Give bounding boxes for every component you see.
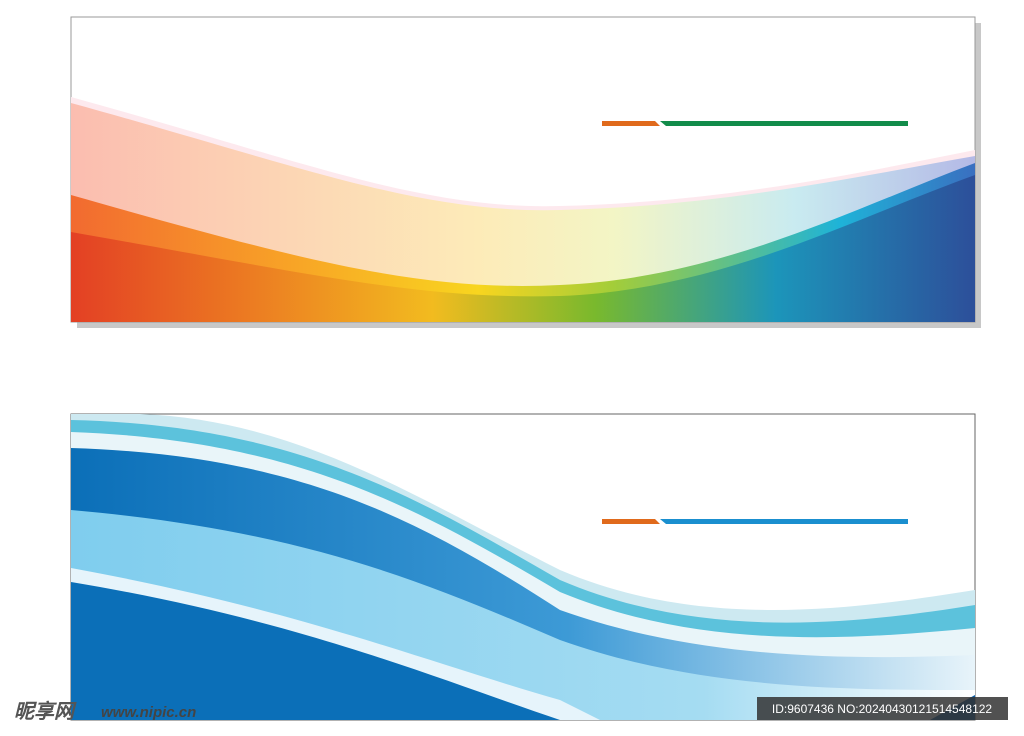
accent-line <box>660 121 908 126</box>
accent-line <box>602 121 660 126</box>
watermark-site: www.nipic.cn <box>101 704 196 721</box>
id-box <box>757 697 1008 720</box>
wave-group <box>71 97 975 322</box>
watermark-logo: 昵享网 <box>14 700 77 723</box>
wave <box>71 175 975 322</box>
accent-line <box>660 519 908 524</box>
wave <box>71 582 560 720</box>
accent-line <box>602 519 660 524</box>
watermark-id: ID:9607436 NO:20240430121514548122 <box>772 702 993 716</box>
wave-group <box>71 414 975 720</box>
